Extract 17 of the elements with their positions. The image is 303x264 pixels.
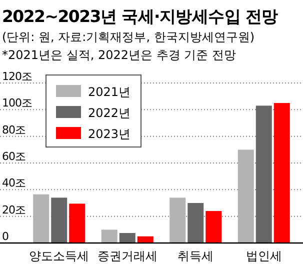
legend-label: 2023년 [88, 127, 131, 141]
x-tick-label: 법인세 [246, 249, 282, 263]
x-tick-label: 증권거래세 [97, 249, 158, 263]
y-tick-label: 40조 [2, 176, 26, 190]
x-tick-label: 양도소득세 [29, 249, 90, 263]
x-tick-label: 취득세 [178, 249, 214, 263]
text: *2021년은 실적, 2022년은 추경 기준 전망 [2, 48, 236, 62]
y-tick-label: 60조 [2, 150, 26, 163]
chart-subtitle: (단위: 원, 자료:기획재정부, 한국지방세연구원) [2, 30, 255, 44]
y-tick-label: 100조 [2, 96, 32, 110]
y-tick-label: 80조 [2, 123, 26, 136]
legend-label: 2021년 [88, 85, 131, 99]
y-tick-label: 120조 [2, 70, 32, 83]
y-tick-label: 0 [2, 230, 9, 243]
legend-label: 2022년 [88, 106, 131, 120]
chart-title: 2022~2023년 국세·지방세수입 전망 [2, 7, 279, 26]
y-tick-label: 20조 [2, 203, 26, 216]
